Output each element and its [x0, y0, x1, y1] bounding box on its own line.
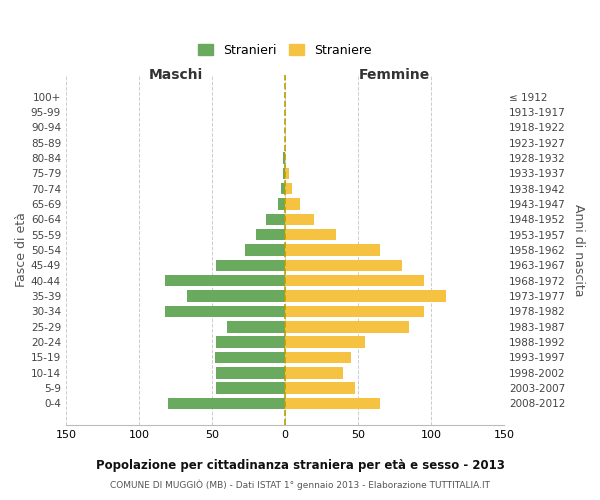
Y-axis label: Anni di nascita: Anni di nascita — [572, 204, 585, 296]
Bar — [285, 290, 446, 302]
Bar — [165, 275, 285, 286]
Text: Popolazione per cittadinanza straniera per età e sesso - 2013: Popolazione per cittadinanza straniera p… — [95, 460, 505, 472]
Bar — [283, 168, 285, 179]
Bar — [216, 260, 285, 271]
Bar — [285, 229, 336, 240]
Bar — [285, 321, 409, 332]
Bar — [278, 198, 285, 210]
Bar — [187, 290, 285, 302]
Bar — [285, 244, 380, 256]
Bar — [285, 382, 355, 394]
Bar — [285, 275, 424, 286]
Bar — [285, 336, 365, 348]
Bar — [285, 367, 343, 378]
Bar — [266, 214, 285, 225]
Bar — [285, 168, 289, 179]
Bar — [216, 336, 285, 348]
Y-axis label: Fasce di età: Fasce di età — [15, 212, 28, 288]
Bar — [283, 152, 285, 164]
Bar — [285, 306, 424, 317]
Bar — [165, 306, 285, 317]
Text: Femmine: Femmine — [359, 68, 430, 82]
Legend: Stranieri, Straniere: Stranieri, Straniere — [193, 39, 377, 62]
Bar — [227, 321, 285, 332]
Bar — [285, 260, 402, 271]
Bar — [285, 214, 314, 225]
Bar — [281, 183, 285, 194]
Bar — [285, 183, 292, 194]
Bar — [215, 352, 285, 363]
Bar — [216, 367, 285, 378]
Text: Maschi: Maschi — [148, 68, 203, 82]
Bar — [168, 398, 285, 409]
Bar — [285, 352, 350, 363]
Bar — [216, 382, 285, 394]
Bar — [285, 398, 380, 409]
Text: COMUNE DI MUGGIÒ (MB) - Dati ISTAT 1° gennaio 2013 - Elaborazione TUTTITALIA.IT: COMUNE DI MUGGIÒ (MB) - Dati ISTAT 1° ge… — [110, 480, 490, 490]
Bar — [285, 198, 299, 210]
Bar — [256, 229, 285, 240]
Bar — [245, 244, 285, 256]
